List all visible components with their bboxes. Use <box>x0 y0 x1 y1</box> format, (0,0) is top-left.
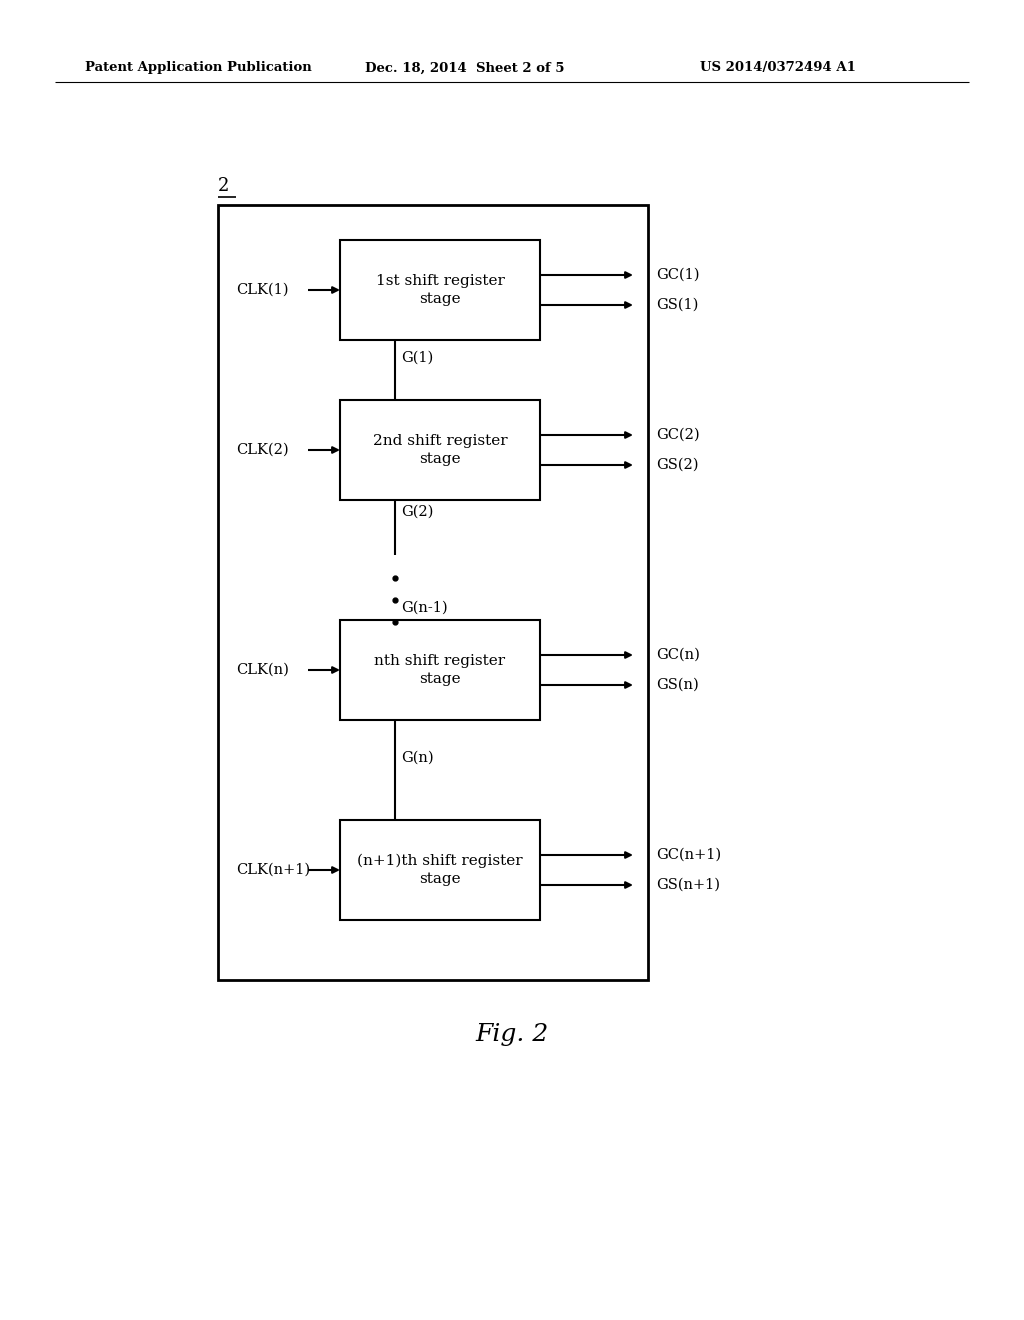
Bar <box>340 400 540 500</box>
Text: GC(n): GC(n) <box>656 648 699 663</box>
Text: GS(2): GS(2) <box>656 458 698 473</box>
Text: G(n-1): G(n-1) <box>401 601 447 615</box>
Bar <box>340 820 540 920</box>
Text: G(n): G(n) <box>401 751 433 766</box>
Text: nth shift register
stage: nth shift register stage <box>375 653 506 686</box>
Text: GC(1): GC(1) <box>656 268 699 282</box>
Bar <box>218 205 648 979</box>
Text: (n+1)th shift register
stage: (n+1)th shift register stage <box>357 854 523 887</box>
Text: CLK(n): CLK(n) <box>236 663 289 677</box>
Text: Dec. 18, 2014  Sheet 2 of 5: Dec. 18, 2014 Sheet 2 of 5 <box>365 62 564 74</box>
Bar <box>340 240 540 341</box>
Text: CLK(1): CLK(1) <box>236 282 289 297</box>
Text: 2: 2 <box>218 177 229 195</box>
Text: 1st shift register
stage: 1st shift register stage <box>376 273 505 306</box>
Text: Fig. 2: Fig. 2 <box>475 1023 549 1047</box>
Text: Patent Application Publication: Patent Application Publication <box>85 62 311 74</box>
Text: GC(n+1): GC(n+1) <box>656 847 721 862</box>
Text: US 2014/0372494 A1: US 2014/0372494 A1 <box>700 62 856 74</box>
Text: G(2): G(2) <box>401 506 433 519</box>
Text: G(1): G(1) <box>401 351 433 366</box>
Text: GC(2): GC(2) <box>656 428 699 442</box>
Bar <box>340 620 540 719</box>
Text: CLK(2): CLK(2) <box>236 444 289 457</box>
Text: CLK(n+1): CLK(n+1) <box>236 863 310 876</box>
Text: GS(n): GS(n) <box>656 678 698 692</box>
Text: GS(1): GS(1) <box>656 298 698 312</box>
Text: 2nd shift register
stage: 2nd shift register stage <box>373 434 507 466</box>
Text: GS(n+1): GS(n+1) <box>656 878 720 892</box>
